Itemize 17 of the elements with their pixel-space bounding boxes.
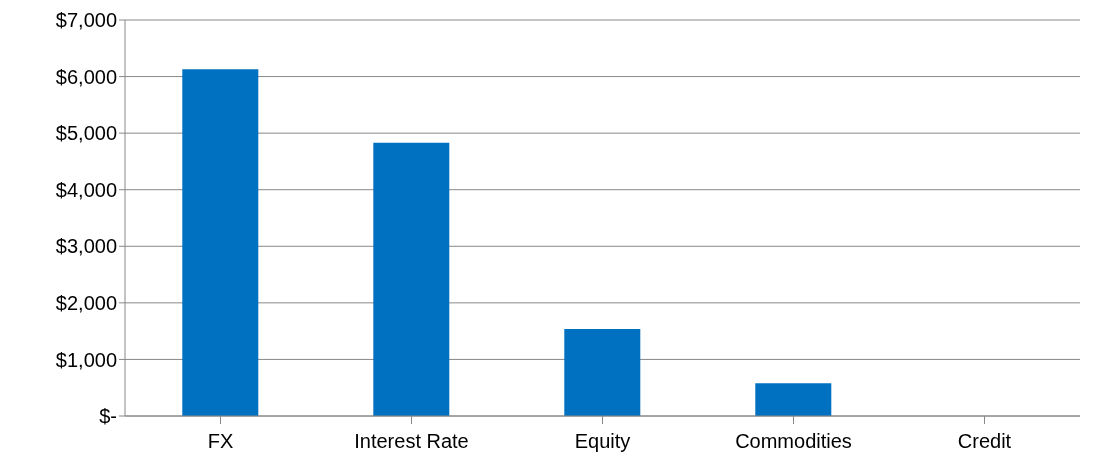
bar (755, 383, 832, 416)
y-tick-label: $6,000 (55, 65, 117, 88)
y-tick-label: $1,000 (55, 348, 117, 371)
y-tick-label: $3,000 (55, 235, 117, 258)
bar (373, 142, 450, 416)
bar (564, 328, 641, 416)
x-tick-label: FX (207, 430, 234, 453)
y-tick-label: $7,000 (55, 9, 117, 32)
y-tick-label: $5,000 (55, 122, 117, 145)
bar (182, 69, 259, 416)
y-tick-label: $- (99, 405, 117, 428)
x-tick-label: Interest Rate (354, 430, 469, 453)
y-tick-label: $2,000 (55, 291, 117, 314)
x-tick-label: Commodities (735, 430, 852, 453)
x-tick-label: Credit (957, 430, 1012, 453)
y-tick-label: $4,000 (55, 178, 117, 201)
x-tick-label: Equity (574, 430, 631, 453)
